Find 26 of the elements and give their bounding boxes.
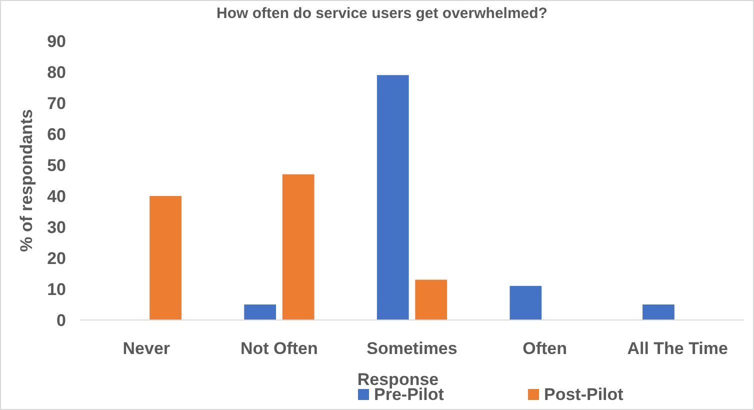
x-axis-title: Response [357, 370, 439, 389]
x-tick-label: Sometimes [366, 339, 458, 358]
y-tick-label: 90 [47, 32, 66, 51]
bar [376, 75, 409, 320]
bar [415, 280, 448, 320]
bar [510, 286, 542, 320]
y-tick-label: 20 [47, 249, 66, 268]
bar [282, 174, 314, 320]
x-tick-label: Often [522, 339, 567, 358]
y-axis-title: % of respondants [17, 109, 36, 252]
y-tick-label: 0 [56, 311, 66, 330]
chart-title: How often do service users get overwhelmed? [216, 5, 548, 22]
y-tick-label: 40 [47, 187, 66, 206]
y-tick-label: 70 [47, 94, 66, 113]
x-tick-label: Never [122, 339, 170, 358]
y-tick-label: 80 [47, 63, 66, 82]
bar [642, 304, 674, 320]
y-tick-label: 30 [47, 218, 66, 237]
y-tick-label: 10 [47, 280, 66, 299]
x-tick-label: Not Often [240, 339, 318, 358]
y-tick-label: 50 [47, 156, 66, 175]
bar [244, 304, 276, 320]
legend-label: Post-Pilot [544, 385, 624, 404]
x-tick-label: All The Time [627, 339, 728, 358]
bar [150, 196, 182, 320]
y-tick-label: 60 [47, 125, 66, 144]
